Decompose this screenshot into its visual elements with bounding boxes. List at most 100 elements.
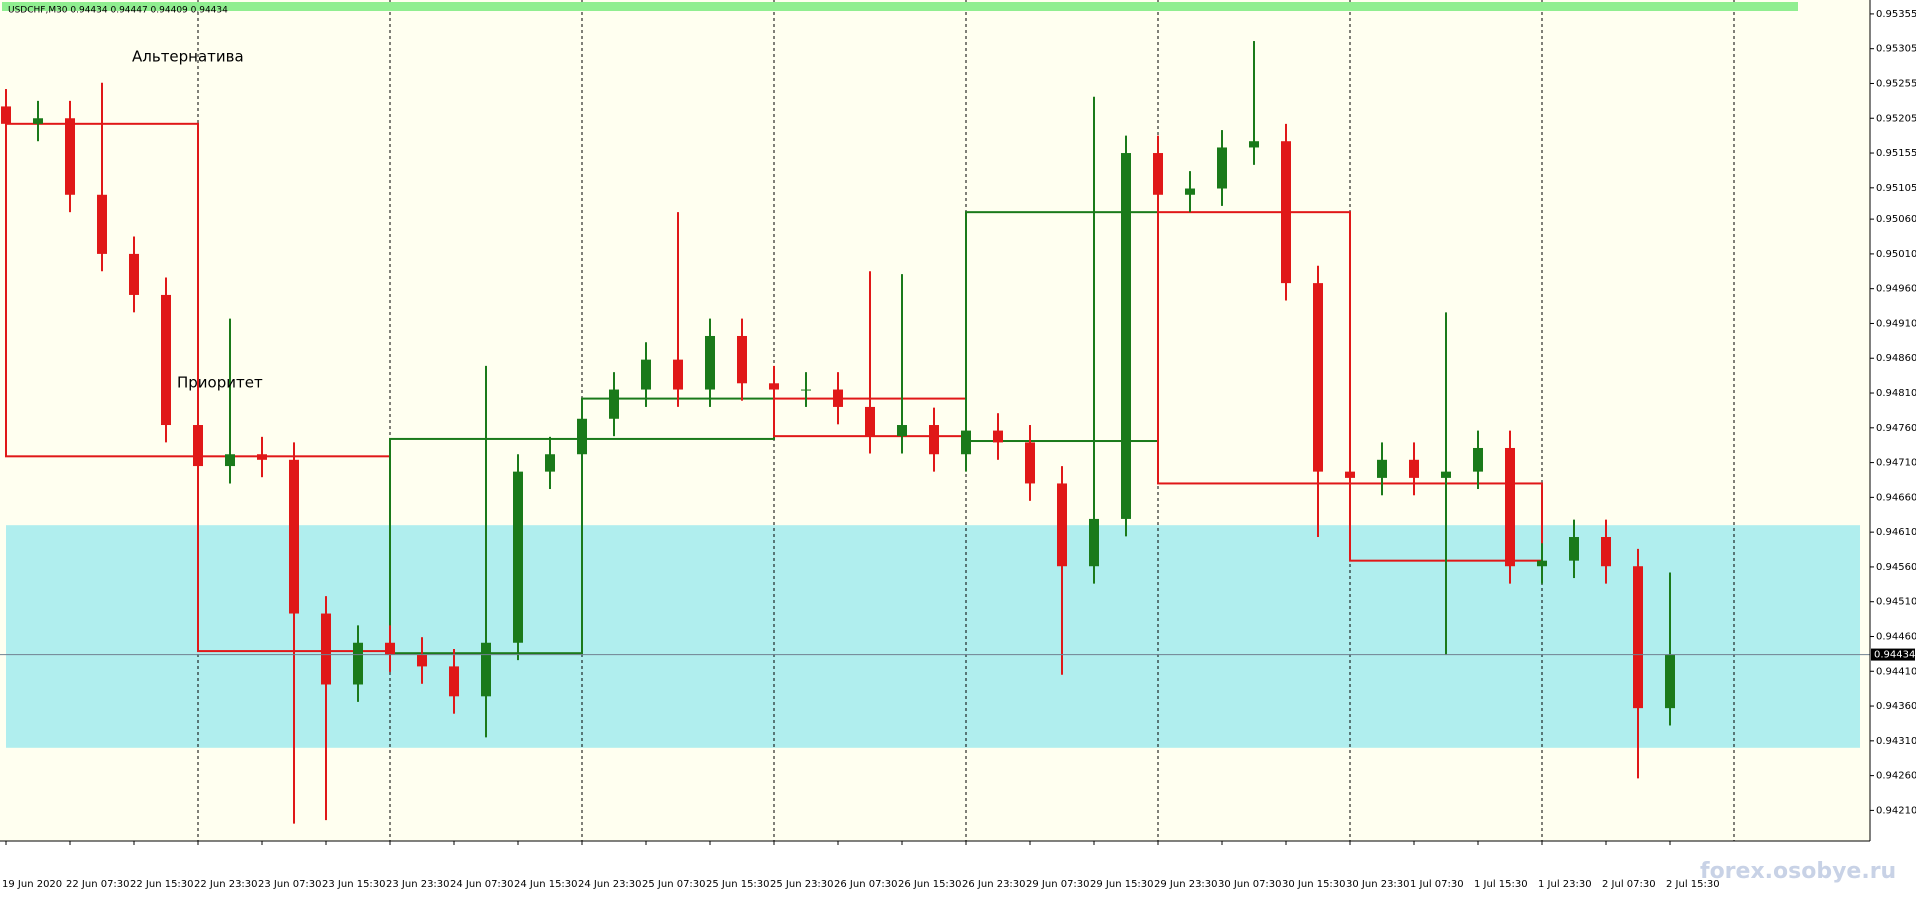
y-tick-label: 0.94760 [1876, 423, 1916, 434]
x-tick-label: 25 Jun 15:30 [706, 879, 770, 890]
candle-body [833, 389, 843, 407]
x-tick-label: 29 Jun 23:30 [1154, 879, 1218, 890]
candle-body [257, 454, 267, 460]
y-tick-label: 0.94510 [1876, 597, 1916, 608]
y-tick-label: 0.94460 [1876, 631, 1916, 642]
candle-body [65, 118, 75, 195]
x-tick-label: 24 Jun 23:30 [578, 879, 642, 890]
x-tick-label: 22 Jun 07:30 [66, 879, 130, 890]
candle-body [225, 454, 235, 467]
candle-body [545, 454, 555, 472]
x-tick-label: 30 Jun 23:30 [1346, 879, 1410, 890]
candle-body [1057, 483, 1067, 567]
y-tick-label: 0.95255 [1876, 78, 1916, 89]
x-tick-label: 22 Jun 15:30 [130, 879, 194, 890]
daily-box [1157, 211, 1351, 485]
y-tick-label: 0.94360 [1876, 701, 1916, 712]
candle-body [1, 106, 11, 124]
y-tick-label: 0.94710 [1876, 458, 1916, 469]
candle-body [1505, 447, 1515, 567]
candle-body [1537, 560, 1547, 567]
x-tick-label: 22 Jun 23:30 [194, 879, 258, 890]
x-tick-label: 30 Jun 07:30 [1218, 879, 1282, 890]
candle-body [449, 666, 459, 697]
candle-body [161, 294, 171, 426]
layer [0, 0, 1870, 841]
candle-body [577, 418, 587, 455]
candle-body [801, 389, 811, 391]
y-tick-label: 0.94810 [1876, 388, 1916, 399]
candle-body [1601, 537, 1611, 567]
x-tick-label: 25 Jun 07:30 [642, 879, 706, 890]
candle-body [609, 389, 619, 419]
candle-body [1025, 442, 1035, 484]
candle-body [1153, 153, 1163, 195]
candle-body [1249, 141, 1259, 148]
y-tick-label: 0.95105 [1876, 183, 1916, 194]
y-tick-label: 0.94260 [1876, 771, 1916, 782]
candle-body [1185, 188, 1195, 195]
candle-body [1633, 566, 1643, 709]
candle-body [1665, 654, 1675, 709]
y-tick-label: 0.95010 [1876, 249, 1916, 260]
candle-body [513, 471, 523, 643]
y-tick-label: 0.94960 [1876, 284, 1916, 295]
x-tick-label: 1 Jul 07:30 [1410, 879, 1464, 890]
candle-body [1313, 283, 1323, 472]
y-tick-label: 0.95355 [1876, 9, 1916, 20]
candle-body [1569, 537, 1579, 561]
x-tick-label: 19 Jun 2020 [2, 879, 62, 890]
candle-body [769, 383, 779, 390]
y-tick-label: 0.95305 [1876, 44, 1916, 55]
x-tick-label: 24 Jun 07:30 [450, 879, 514, 890]
candle-body [97, 194, 107, 254]
y-tick-label: 0.94910 [1876, 318, 1916, 329]
x-tick-label: 26 Jun 15:30 [898, 879, 962, 890]
x-tick-label: 29 Jun 15:30 [1090, 879, 1154, 890]
candle-body [961, 430, 971, 455]
candle-body [321, 613, 331, 685]
x-tick-label: 29 Jun 07:30 [1026, 879, 1090, 890]
y-tick-label: 0.94860 [1876, 353, 1916, 364]
candle-body [417, 654, 427, 667]
candle-body [993, 430, 1003, 443]
candle-body [193, 425, 203, 467]
zone [6, 525, 1860, 748]
y-tick-label: 0.95205 [1876, 113, 1916, 124]
candle-body [865, 406, 875, 437]
candle-body [385, 642, 395, 655]
candle-body [1217, 147, 1227, 189]
y-tick-label: 0.94660 [1876, 492, 1916, 503]
x-tick-label: 1 Jul 23:30 [1538, 879, 1592, 890]
bid-label: 0.94434 [1874, 650, 1915, 661]
x-tick-label: 30 Jun 15:30 [1282, 879, 1346, 890]
candle-body [673, 359, 683, 390]
header: USDCHF,M30 0.94434 0.94447 0.94409 0.944… [8, 6, 228, 16]
bid-label-bg [1871, 648, 1915, 661]
candle-body [1377, 459, 1387, 478]
x-tick-label: 26 Jun 23:30 [962, 879, 1026, 890]
candle-body [1089, 518, 1099, 567]
candle-body [129, 253, 139, 295]
candle-body [1121, 153, 1131, 519]
x-tick-label: 23 Jun 07:30 [258, 879, 322, 890]
x-tick-label: 23 Jun 23:30 [386, 879, 450, 890]
y-tick-label: 0.94310 [1876, 736, 1916, 747]
candle-body [481, 642, 491, 697]
x-tick-label: 1 Jul 15:30 [1474, 879, 1528, 890]
x-tick-label: 2 Jul 15:30 [1666, 879, 1720, 890]
top-bar [2, 2, 1798, 11]
candle-body [1441, 471, 1451, 478]
annotation: Альтернатива [132, 48, 244, 66]
y-tick-label: 0.95155 [1876, 148, 1916, 159]
candle-body [1409, 459, 1419, 478]
y-tick-label: 0.94410 [1876, 666, 1916, 677]
candle-body [1345, 471, 1355, 478]
candle-body [1281, 141, 1291, 284]
x-tick-label: 24 Jun 15:30 [514, 879, 578, 890]
candle-body [641, 359, 651, 390]
x-tick-label: 2 Jul 07:30 [1602, 879, 1656, 890]
candle-body [897, 425, 907, 437]
